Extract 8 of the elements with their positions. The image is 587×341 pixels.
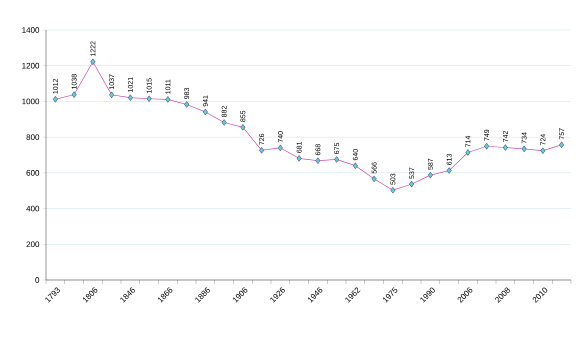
y-tick-label: 200 [26,241,40,248]
y-tick-label: 600 [26,170,40,176]
y-tick-label: 1400 [22,27,40,33]
y-tick-label: 1000 [22,98,40,104]
y-tick-label: 1200 [22,62,40,69]
y-tick-label: 400 [26,206,40,212]
y-tick-label: 800 [26,134,40,140]
y-tick-label: 0 [35,277,40,283]
